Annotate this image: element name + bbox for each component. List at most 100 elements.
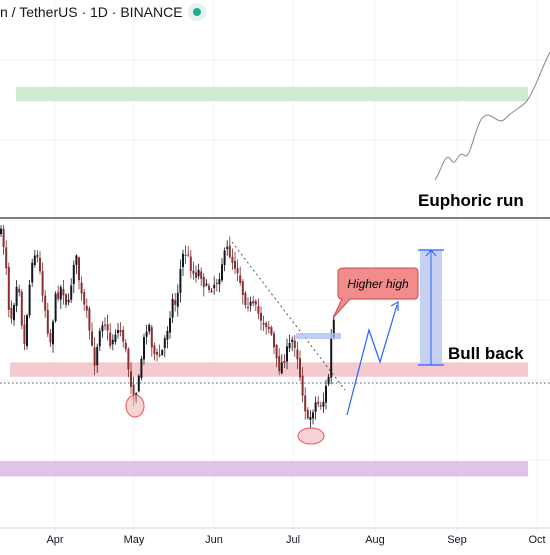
candle — [23, 314, 26, 351]
candle — [78, 256, 80, 290]
candle — [137, 373, 140, 393]
candle — [36, 250, 39, 263]
candle — [304, 387, 307, 420]
candle — [249, 296, 252, 312]
candle — [28, 279, 31, 319]
candle — [49, 329, 52, 347]
candle — [208, 283, 210, 293]
candle — [283, 354, 286, 368]
candle — [117, 323, 119, 339]
candle — [278, 348, 281, 376]
candle — [228, 236, 231, 259]
candle — [41, 262, 44, 303]
candle — [280, 354, 283, 375]
zone-resistance — [16, 86, 528, 102]
symbol-header: n / TetherUS · 1D · BINANCE — [0, 0, 201, 24]
candle — [187, 246, 190, 257]
candle — [93, 337, 96, 376]
candle — [0, 225, 2, 237]
candle — [306, 407, 309, 420]
candle — [322, 392, 325, 413]
candle — [319, 401, 322, 410]
candle — [140, 355, 143, 381]
zone-lower-support — [0, 461, 528, 477]
candle — [317, 396, 320, 408]
candle — [247, 297, 249, 312]
candle — [213, 276, 216, 295]
candle — [296, 341, 299, 370]
breakout-level — [296, 333, 341, 339]
candle — [215, 278, 218, 292]
candle — [265, 321, 268, 335]
bull-back-label: Bull back — [448, 344, 524, 363]
candle — [83, 289, 86, 311]
candle — [2, 224, 5, 255]
candle — [148, 323, 151, 335]
candle — [309, 410, 312, 429]
trendline — [231, 241, 346, 391]
candle — [275, 343, 278, 367]
candle — [176, 284, 179, 317]
candle — [189, 249, 192, 279]
candle — [267, 320, 270, 334]
candle — [166, 326, 169, 349]
candle — [109, 323, 112, 349]
candle — [52, 319, 54, 353]
x-tick-label: Apr — [46, 534, 63, 546]
x-tick-label: Jun — [205, 534, 223, 546]
candle — [15, 280, 18, 313]
candle — [54, 291, 57, 323]
candle — [286, 338, 288, 370]
candle — [104, 317, 106, 331]
candle — [234, 251, 236, 275]
measure-arrow-icon — [425, 249, 437, 257]
candle — [7, 262, 10, 318]
x-tick-label: Oct — [528, 534, 545, 546]
candle — [75, 254, 78, 275]
x-tick-label: Aug — [365, 534, 385, 546]
euphoric-projection-line — [434, 51, 550, 181]
candle — [85, 298, 88, 319]
candle — [226, 240, 229, 256]
x-tick-label: May — [124, 534, 145, 546]
candle — [202, 273, 205, 297]
candle — [114, 329, 117, 345]
candle — [158, 344, 161, 358]
candle — [13, 302, 15, 326]
candle — [293, 335, 296, 357]
candle — [122, 326, 125, 348]
candle — [244, 291, 247, 309]
candle — [26, 313, 28, 350]
candle — [218, 272, 221, 293]
candle — [106, 314, 109, 341]
candle — [18, 284, 21, 297]
candle — [145, 324, 148, 345]
candle — [111, 334, 114, 351]
x-tick-label: Sep — [447, 534, 467, 546]
candle — [260, 306, 262, 331]
candle — [221, 258, 223, 283]
higher-high-callout — [332, 267, 419, 319]
candle — [312, 409, 314, 425]
candle — [46, 302, 49, 338]
candle — [327, 373, 330, 387]
candle — [33, 249, 36, 268]
candle — [301, 367, 304, 403]
candle — [288, 334, 291, 353]
candle — [254, 299, 257, 312]
candle — [119, 322, 122, 337]
candle — [67, 293, 70, 306]
candle — [65, 293, 67, 309]
candle — [96, 343, 99, 373]
candle — [80, 276, 83, 301]
candle — [262, 315, 265, 332]
candle — [150, 324, 153, 357]
low-marker-may — [125, 394, 145, 418]
projection-path — [346, 304, 398, 416]
candle — [174, 293, 177, 312]
candle — [10, 300, 13, 324]
candle — [231, 248, 234, 270]
candle — [299, 350, 301, 382]
